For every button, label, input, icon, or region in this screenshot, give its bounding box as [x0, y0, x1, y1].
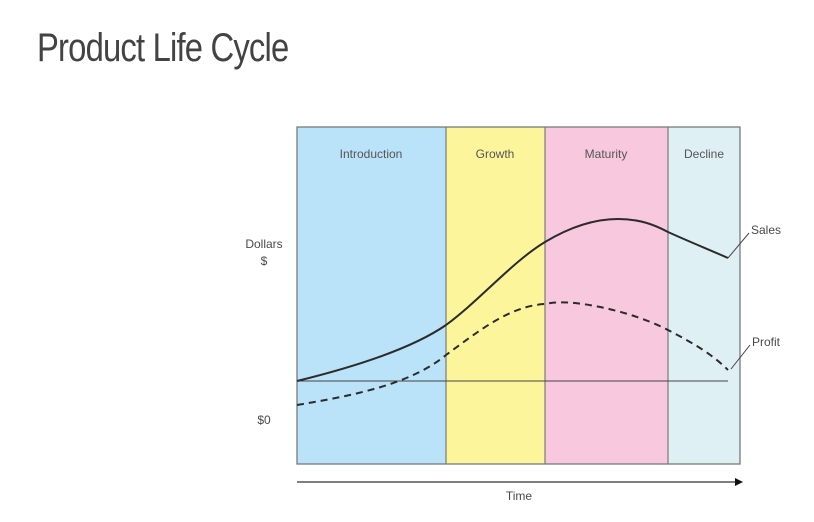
y-axis-label-dollar-sign: $ — [261, 254, 268, 268]
sales-leader-line — [727, 232, 750, 259]
sales-label: Sales — [751, 223, 781, 237]
stage-label-maturity: Maturity — [585, 147, 628, 161]
stage-decline-band — [668, 127, 740, 464]
stage-dividers — [445, 127, 669, 464]
x-axis-label-time: Time — [506, 489, 533, 503]
profit-label: Profit — [752, 335, 781, 349]
page-title: Product Life Cycle — [37, 26, 289, 70]
stage-label-decline: Decline — [684, 147, 724, 161]
profit-leader-line — [730, 344, 751, 370]
sales-curve — [296, 217, 729, 382]
time-axis-arrow-icon — [735, 478, 743, 486]
y-axis-label-dollars: Dollars — [245, 237, 282, 251]
chart-frame — [296, 126, 741, 465]
stage-label-growth: Growth — [476, 147, 515, 161]
profit-curve — [296, 301, 729, 406]
y-axis-zero-label: $0 — [257, 413, 271, 427]
stage-growth-band — [446, 127, 545, 464]
stage-maturity-band — [545, 127, 668, 464]
stage-label-introduction: Introduction — [340, 147, 403, 161]
stage-introduction-band — [297, 127, 446, 464]
